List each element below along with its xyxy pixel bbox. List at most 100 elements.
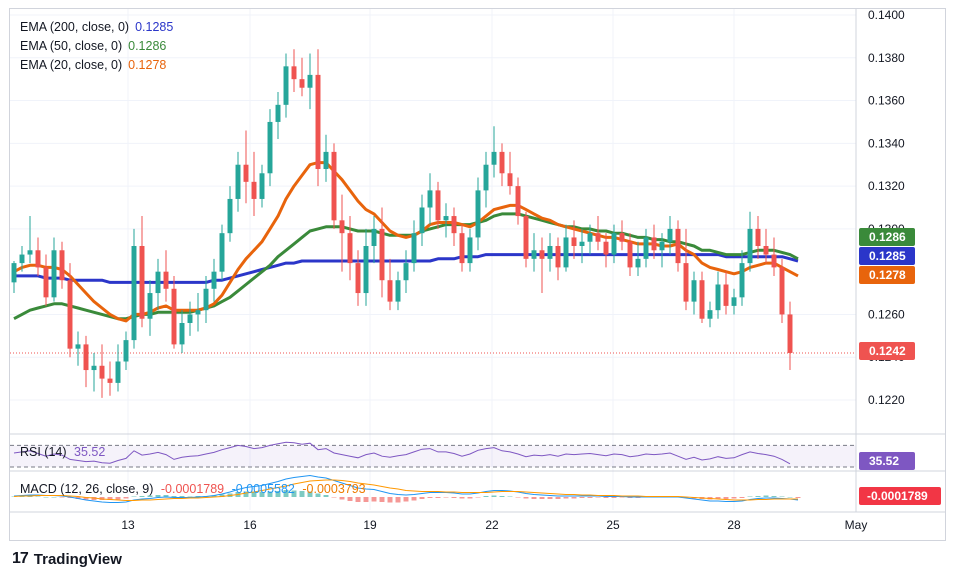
macd-histogram-bar: [459, 497, 465, 499]
ema50-price-label-bg: [859, 228, 915, 246]
candle-body: [147, 293, 153, 319]
y-tick-label: 0.1260: [868, 307, 905, 321]
candle-body: [395, 280, 401, 302]
candle-body: [371, 228, 377, 246]
macd-histogram-bar: [259, 492, 265, 497]
candle-body: [203, 288, 209, 311]
candle-body: [179, 323, 185, 345]
price-labels: 0.1286 0.1285 0.1278 0.1242 35.52 -0.0001789: [859, 228, 941, 505]
x-tick-label: 28: [727, 518, 741, 532]
candle-body: [707, 310, 713, 319]
candle-body: [75, 344, 81, 349]
candle-body: [435, 190, 441, 221]
candle-body: [411, 233, 417, 264]
macd-histogram-bar: [323, 495, 329, 497]
last-price-label: 0.1242: [859, 342, 915, 360]
macd-histogram-bar: [371, 497, 377, 502]
candle-body: [491, 151, 497, 165]
macd-histogram-bar: [451, 497, 457, 498]
macd-histogram-bar: [611, 497, 617, 498]
y-tick-label: 0.1320: [868, 179, 905, 193]
macd-histogram-bar: [507, 496, 513, 497]
candle-body: [107, 378, 113, 383]
ema200-price-label-bg: [859, 247, 915, 265]
rsi-band: [10, 445, 856, 467]
candle-body: [667, 228, 673, 242]
candle-body: [51, 250, 57, 298]
macd-histogram-bar: [11, 496, 17, 497]
candle-body: [459, 233, 465, 264]
macd-histogram-bar: [155, 495, 161, 497]
candle-body: [259, 173, 265, 199]
candle-body: [715, 284, 721, 311]
macd-price-label: -0.0001789: [859, 487, 941, 505]
macd-histogram-bar: [403, 497, 409, 502]
ema20-price-label-text: 0.1278: [869, 268, 906, 282]
legend-ema200[interactable]: EMA (200, close, 0) 0.1285: [20, 20, 173, 34]
tradingview-logo[interactable]: 17 TradingView: [12, 550, 122, 568]
macd-histogram-bar: [515, 497, 521, 498]
candle-body: [19, 254, 25, 264]
candle-body: [163, 271, 169, 289]
macd-histogram-bar: [147, 495, 153, 497]
legend-ema50[interactable]: EMA (50, close, 0) 0.1286: [20, 39, 166, 53]
ema200-price-label: 0.1285: [859, 247, 915, 265]
macd-histogram-bar: [307, 491, 313, 497]
legend-ema200-value: 0.1285: [135, 20, 174, 34]
candle-body: [219, 233, 225, 272]
candle-body: [643, 237, 649, 259]
macd-histogram-bar: [579, 497, 585, 498]
macd-histogram-bar: [171, 496, 177, 497]
macd-histogram-bar: [179, 496, 185, 497]
candle-body: [379, 228, 385, 281]
rsi-legend[interactable]: RSI (14) 35.52: [20, 445, 105, 459]
macd-histogram-bar: [19, 496, 25, 497]
macd-histogram-bar: [547, 497, 553, 499]
candle-body: [731, 297, 737, 306]
candle-body: [619, 233, 625, 242]
macd-histogram-bar: [163, 495, 169, 497]
rsi-price-label: 35.52: [859, 452, 915, 470]
candle-body: [499, 151, 505, 174]
candle-body: [675, 228, 681, 264]
candle-body: [571, 237, 577, 246]
candle-body: [35, 250, 41, 268]
x-tick-label: 25: [606, 518, 620, 532]
macd-histogram-bar: [243, 491, 249, 497]
macd-histogram-bar: [387, 497, 393, 503]
candle-body: [595, 233, 601, 242]
candle-body: [387, 280, 393, 302]
candle-body: [227, 198, 233, 234]
candle-body: [603, 241, 609, 255]
candle-body: [563, 237, 569, 268]
candle-body: [611, 233, 617, 255]
macd-histogram-bar: [139, 496, 145, 497]
candle-body: [683, 263, 689, 302]
candle-body: [763, 246, 769, 255]
macd-histogram-bar: [491, 495, 497, 497]
macd-histogram-bar: [531, 497, 537, 499]
candle-body: [627, 241, 633, 268]
legend-ema20[interactable]: EMA (20, close, 0) 0.1278: [20, 58, 166, 72]
candle-body: [523, 216, 529, 259]
candle-body: [299, 79, 305, 88]
macd-histogram-bar: [539, 497, 545, 499]
macd-histogram-bar: [291, 490, 297, 497]
candle-body: [243, 164, 249, 182]
candle-body: [651, 237, 657, 251]
macd-histogram-bar: [411, 497, 417, 501]
macd-legend[interactable]: MACD (12, 26, close, 9) -0.0001789 -0.00…: [20, 482, 366, 496]
macd-histogram-bar: [571, 497, 577, 499]
candle-body: [755, 228, 761, 246]
candle-body: [539, 250, 545, 259]
rsi-price-label-bg: [859, 452, 915, 470]
macd-histogram-bar: [523, 497, 529, 499]
candle-body: [99, 365, 105, 379]
candle-body: [139, 246, 145, 319]
macd-histogram-bar: [107, 497, 113, 500]
macd-histogram-bar: [315, 493, 321, 497]
candle-body: [723, 284, 729, 306]
candle-body: [507, 173, 513, 187]
